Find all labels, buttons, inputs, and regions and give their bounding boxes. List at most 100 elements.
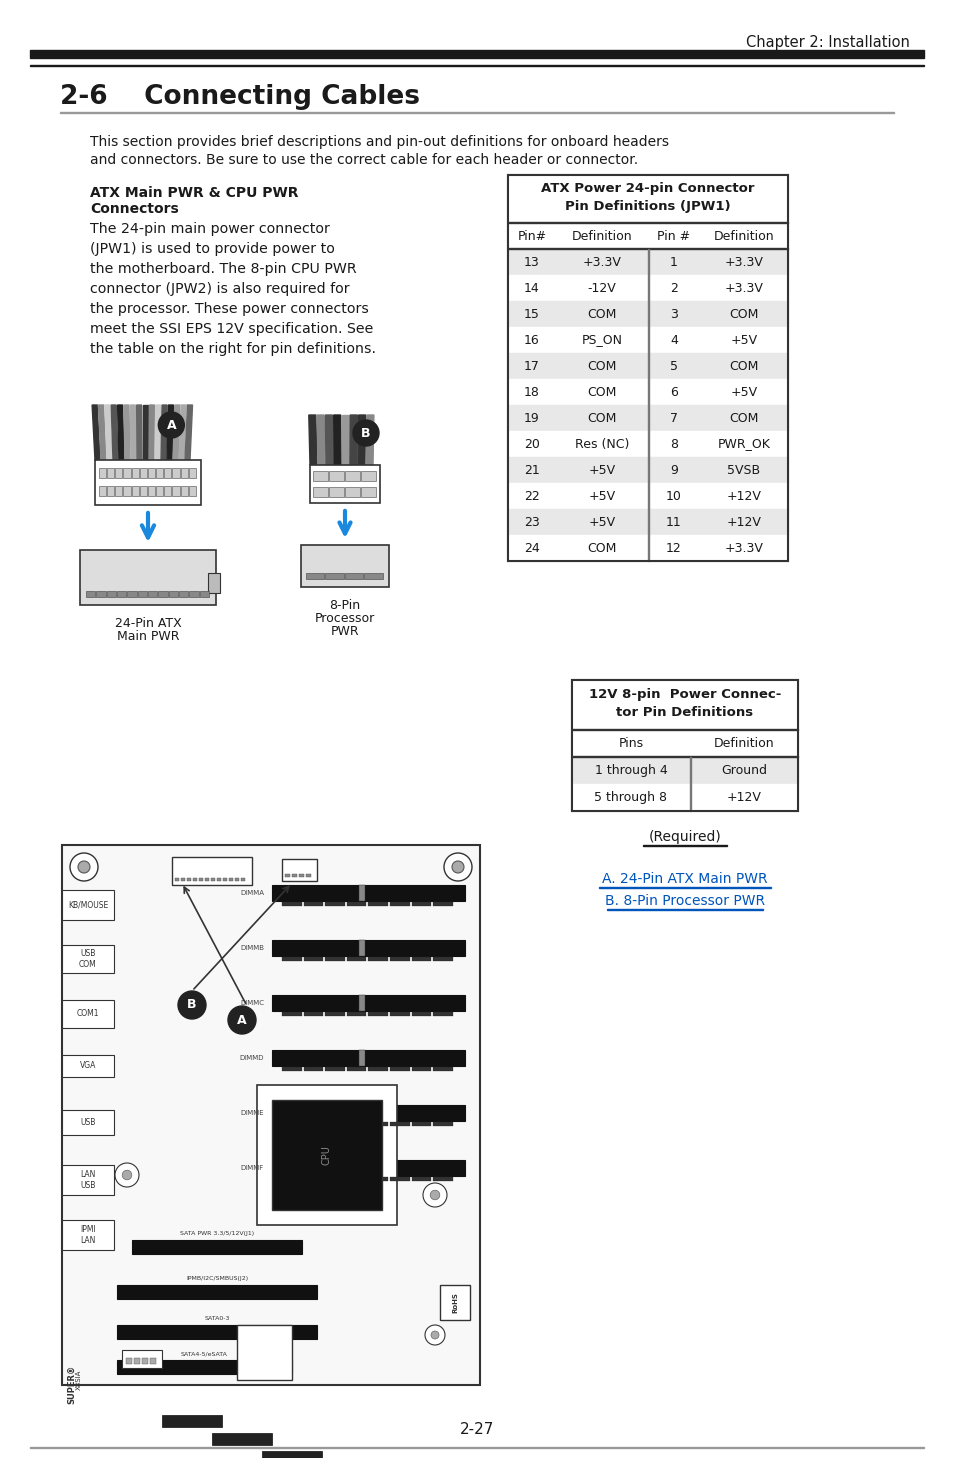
Bar	[647, 509, 648, 535]
Text: DIMME: DIMME	[240, 1110, 264, 1115]
Text: 2-6    Connecting Cables: 2-6 Connecting Cables	[60, 85, 419, 109]
Text: 10: 10	[665, 490, 681, 503]
Text: 14: 14	[523, 281, 539, 295]
Bar	[412, 1012, 431, 1016]
Bar	[303, 1123, 323, 1126]
Bar	[572, 679, 797, 811]
Bar	[507, 456, 787, 483]
Bar	[172, 486, 179, 496]
Text: SATA PWR 3.3/5/12V(J1): SATA PWR 3.3/5/12V(J1)	[180, 1231, 253, 1236]
Text: PWR_OK: PWR_OK	[717, 437, 770, 451]
Circle shape	[228, 1006, 255, 1034]
Bar	[62, 1110, 113, 1134]
Text: 4: 4	[669, 334, 678, 347]
Bar	[358, 1161, 364, 1177]
Text: 6: 6	[669, 385, 678, 398]
Bar	[285, 873, 290, 878]
Text: COM: COM	[587, 308, 616, 321]
Bar	[368, 1123, 388, 1126]
Text: +12V: +12V	[726, 490, 760, 503]
Text: The 24-pin main power connector: The 24-pin main power connector	[90, 222, 330, 236]
Bar	[572, 729, 797, 730]
Bar	[689, 757, 690, 784]
Bar	[412, 903, 431, 905]
Bar	[390, 903, 410, 905]
Polygon shape	[366, 416, 374, 465]
Bar	[211, 878, 214, 881]
Text: 2: 2	[669, 281, 678, 295]
Bar	[433, 1123, 453, 1126]
Text: 13: 13	[523, 255, 539, 268]
Bar	[107, 590, 116, 596]
Bar	[199, 590, 209, 596]
Text: 18: 18	[523, 385, 539, 398]
Bar	[156, 486, 163, 496]
Text: Main PWR: Main PWR	[116, 630, 179, 643]
Bar	[647, 432, 648, 456]
Bar	[132, 1239, 302, 1254]
Bar	[282, 1123, 301, 1126]
Bar	[140, 486, 147, 496]
Bar	[310, 465, 379, 503]
Text: DIMMC: DIMMC	[240, 1000, 264, 1006]
Bar	[62, 945, 113, 972]
Bar	[507, 405, 787, 432]
Bar	[127, 590, 136, 596]
Bar	[187, 878, 191, 881]
Polygon shape	[179, 405, 186, 461]
Text: 12V 8-pin  Power Connec-
tor Pin Definitions: 12V 8-pin Power Connec- tor Pin Definiti…	[588, 688, 781, 719]
Circle shape	[430, 1190, 439, 1200]
Text: DIMMB: DIMMB	[240, 945, 264, 951]
Text: Processor: Processor	[314, 612, 375, 625]
Bar	[62, 846, 479, 1385]
Bar	[189, 468, 195, 478]
Bar	[212, 1433, 272, 1445]
Bar	[507, 353, 787, 379]
Bar	[368, 1177, 388, 1181]
Text: ATX Power 24-pin Connector
Pin Definitions (JPW1): ATX Power 24-pin Connector Pin Definitio…	[540, 181, 754, 213]
Bar	[303, 1012, 323, 1016]
Bar	[647, 405, 648, 432]
Bar	[208, 573, 220, 593]
Bar	[507, 223, 787, 249]
Bar	[216, 878, 221, 881]
Text: the motherboard. The 8-pin CPU PWR: the motherboard. The 8-pin CPU PWR	[90, 262, 356, 276]
Text: 7: 7	[669, 411, 678, 424]
Text: +3.3V: +3.3V	[723, 255, 762, 268]
Text: Pin#: Pin#	[517, 229, 546, 242]
Polygon shape	[117, 405, 124, 461]
Text: 5 through 8: 5 through 8	[594, 792, 667, 803]
Bar	[282, 1067, 301, 1072]
Polygon shape	[167, 405, 173, 461]
Bar	[358, 1105, 364, 1121]
Bar	[205, 878, 209, 881]
Bar	[390, 956, 410, 961]
Bar	[223, 878, 227, 881]
Bar	[360, 471, 375, 481]
Text: DIMMD: DIMMD	[239, 1056, 264, 1061]
Text: Pin #: Pin #	[657, 229, 690, 242]
Bar	[507, 327, 787, 353]
Bar	[433, 1012, 453, 1016]
Bar	[172, 468, 179, 478]
Text: +3.3V: +3.3V	[723, 541, 762, 554]
Bar	[390, 1067, 410, 1072]
Bar	[347, 903, 366, 905]
Bar	[507, 249, 787, 276]
Text: Chapter 2: Installation: Chapter 2: Installation	[745, 35, 909, 50]
Bar	[368, 1067, 388, 1072]
Bar	[169, 590, 178, 596]
Text: (JPW1) is used to provide power to: (JPW1) is used to provide power to	[90, 242, 335, 257]
Text: COM: COM	[587, 411, 616, 424]
Bar	[507, 300, 787, 327]
Polygon shape	[154, 405, 160, 461]
Bar	[180, 468, 188, 478]
Polygon shape	[316, 416, 325, 465]
Polygon shape	[92, 405, 100, 461]
Text: Ground: Ground	[720, 764, 766, 777]
Text: SATA4-5/eSATA: SATA4-5/eSATA	[181, 1352, 228, 1356]
Text: 16: 16	[523, 334, 539, 347]
Text: -12V: -12V	[587, 281, 616, 295]
Bar	[368, 903, 388, 905]
Bar	[412, 1177, 431, 1181]
